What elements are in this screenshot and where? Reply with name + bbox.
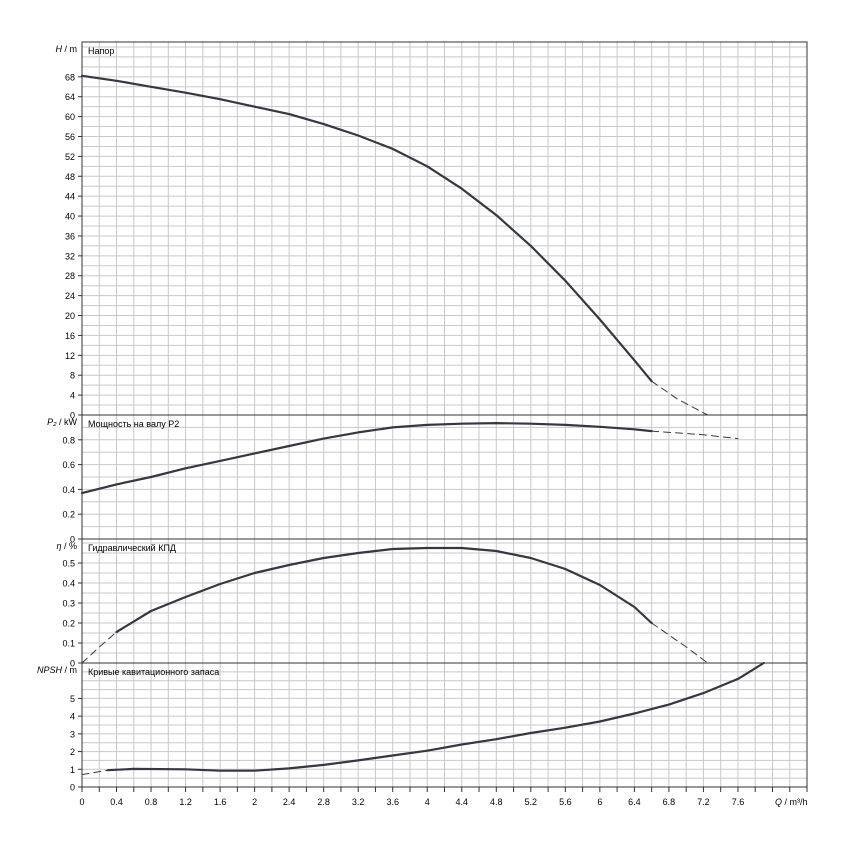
curve-dashed bbox=[651, 622, 709, 664]
panel-title: Гидравлический КПД bbox=[88, 543, 176, 553]
y-tick-label: 0.2 bbox=[62, 619, 75, 629]
y-tick-label: 0 bbox=[70, 411, 75, 421]
y-tick-label: 5 bbox=[70, 694, 75, 704]
curve-dashed bbox=[81, 769, 109, 776]
y-tick-label: 0.8 bbox=[62, 435, 75, 445]
x-tick-label: 1.2 bbox=[179, 797, 192, 807]
x-tick-label: 2.8 bbox=[317, 797, 330, 807]
x-tick-label: 4.8 bbox=[490, 797, 503, 807]
x-tick-label: 4.4 bbox=[456, 797, 469, 807]
y-tick-label: 12 bbox=[65, 351, 75, 361]
curve-line bbox=[80, 74, 653, 383]
y-tick-label: 56 bbox=[65, 132, 75, 142]
y-tick-label: 0.4 bbox=[62, 485, 75, 495]
y-tick-label: 0 bbox=[70, 783, 75, 793]
y-axis-label: η / % bbox=[56, 541, 77, 551]
y-tick-label: 1 bbox=[70, 765, 75, 775]
panel-2: 0 0.2 0.4 0.6 0.8 P₂ / kW Мощность на валу P2 bbox=[47, 414, 808, 545]
x-tick-label: 5.2 bbox=[525, 797, 538, 807]
x-tick-label: 7.2 bbox=[697, 797, 710, 807]
y-tick-label: 0.6 bbox=[62, 460, 75, 470]
panel-title: Напор bbox=[88, 46, 114, 56]
y-tick-label: 68 bbox=[65, 72, 75, 82]
y-tick-label: 64 bbox=[65, 92, 75, 102]
y-tick-label: 36 bbox=[65, 231, 75, 241]
y-tick-label: 32 bbox=[65, 251, 75, 261]
curve-line bbox=[106, 661, 765, 772]
x-tick-label: 0.4 bbox=[110, 797, 123, 807]
curve-dashed bbox=[81, 631, 117, 664]
x-tick-label: 2.4 bbox=[283, 797, 296, 807]
panel-3: 0 0.1 0.2 0.3 0.4 0.5 η / % Гидравлический КПД bbox=[56, 538, 808, 669]
x-tick-label: 7.6 bbox=[732, 797, 745, 807]
panel-4: 0 1 2 3 4 5 NPSH / m Кривые кавитационного запа… bbox=[37, 661, 808, 793]
y-tick-label: 60 bbox=[65, 112, 75, 122]
y-tick-label: 44 bbox=[65, 192, 75, 202]
curve-dashed bbox=[651, 380, 709, 416]
x-tick-label: 6.4 bbox=[628, 797, 641, 807]
x-tick-label: 5.6 bbox=[559, 797, 572, 807]
curve-line bbox=[80, 422, 653, 495]
y-axis-label: P₂ / kW bbox=[47, 417, 77, 427]
x-tick-label: 2 bbox=[252, 797, 257, 807]
y-tick-label: 52 bbox=[65, 152, 75, 162]
y-tick-label: 0 bbox=[70, 659, 75, 669]
x-axis: 0 0.4 0.8 1.2 1.6 2 2.4 2.8 3.2 3.6 4 4.4 4.8 5.2 5.6 6… bbox=[79, 787, 808, 807]
y-tick-label: 8 bbox=[70, 371, 75, 381]
y-tick-label: 3 bbox=[70, 729, 75, 739]
x-tick-label: 6 bbox=[597, 797, 602, 807]
y-tick-label: 4 bbox=[70, 712, 75, 722]
y-tick-label: 20 bbox=[65, 311, 75, 321]
y-tick-label: 0.4 bbox=[62, 579, 75, 589]
x-tick-label: 0 bbox=[79, 797, 84, 807]
curve-line bbox=[115, 546, 653, 634]
y-tick-label: 0 bbox=[70, 535, 75, 545]
y-tick-label: 2 bbox=[70, 747, 75, 757]
x-tick-label: 6.8 bbox=[663, 797, 676, 807]
curve-dashed bbox=[651, 430, 739, 440]
y-tick-label: 0.1 bbox=[62, 639, 75, 649]
y-tick-label: 16 bbox=[65, 331, 75, 341]
x-tick-label: 3.2 bbox=[352, 797, 365, 807]
y-tick-label: 48 bbox=[65, 172, 75, 182]
y-tick-label: 28 bbox=[65, 271, 75, 281]
y-tick-label: 0.2 bbox=[62, 510, 75, 520]
x-axis-label: Q / m³/h bbox=[775, 797, 808, 807]
y-tick-label: 40 bbox=[65, 212, 75, 222]
y-tick-label: 24 bbox=[65, 291, 75, 301]
x-tick-label: 4 bbox=[425, 797, 430, 807]
y-axis-label: H / m bbox=[56, 44, 78, 54]
panel-title: Мощность на валу P2 bbox=[88, 419, 179, 429]
y-axis-label: NPSH / m bbox=[37, 665, 77, 675]
x-tick-label: 3.6 bbox=[386, 797, 399, 807]
x-tick-label: 0.8 bbox=[145, 797, 158, 807]
panel-title: Кривые кавитационного запаса bbox=[88, 667, 219, 677]
y-tick-label: 0.3 bbox=[62, 599, 75, 609]
y-tick-label: 0.5 bbox=[62, 559, 75, 569]
y-tick-label: 4 bbox=[70, 391, 75, 401]
x-tick-label: 1.6 bbox=[214, 797, 227, 807]
